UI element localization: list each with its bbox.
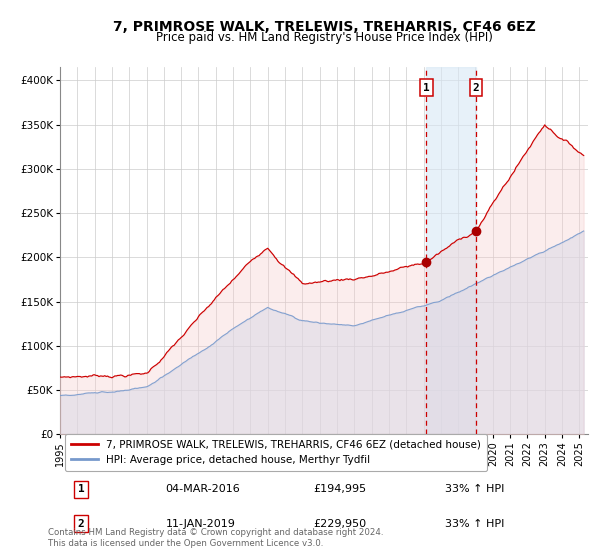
Text: 2: 2 (473, 82, 479, 92)
Text: £194,995: £194,995 (313, 484, 367, 494)
Bar (427, 67, 476, 434)
Text: 2: 2 (78, 519, 85, 529)
Text: Price paid vs. HM Land Registry's House Price Index (HPI): Price paid vs. HM Land Registry's House … (155, 31, 493, 44)
Text: 1: 1 (423, 82, 430, 92)
Text: 7, PRIMROSE WALK, TRELEWIS, TREHARRIS, CF46 6EZ: 7, PRIMROSE WALK, TRELEWIS, TREHARRIS, C… (113, 20, 535, 34)
Text: 1: 1 (78, 484, 85, 494)
Text: £229,950: £229,950 (313, 519, 367, 529)
Text: Contains HM Land Registry data © Crown copyright and database right 2024.
This d: Contains HM Land Registry data © Crown c… (48, 528, 383, 548)
Text: 11-JAN-2019: 11-JAN-2019 (166, 519, 235, 529)
Text: 04-MAR-2016: 04-MAR-2016 (166, 484, 241, 494)
Text: 33% ↑ HPI: 33% ↑ HPI (445, 519, 505, 529)
Text: 33% ↑ HPI: 33% ↑ HPI (445, 484, 505, 494)
Legend: 7, PRIMROSE WALK, TRELEWIS, TREHARRIS, CF46 6EZ (detached house), HPI: Average p: 7, PRIMROSE WALK, TRELEWIS, TREHARRIS, C… (65, 433, 487, 472)
